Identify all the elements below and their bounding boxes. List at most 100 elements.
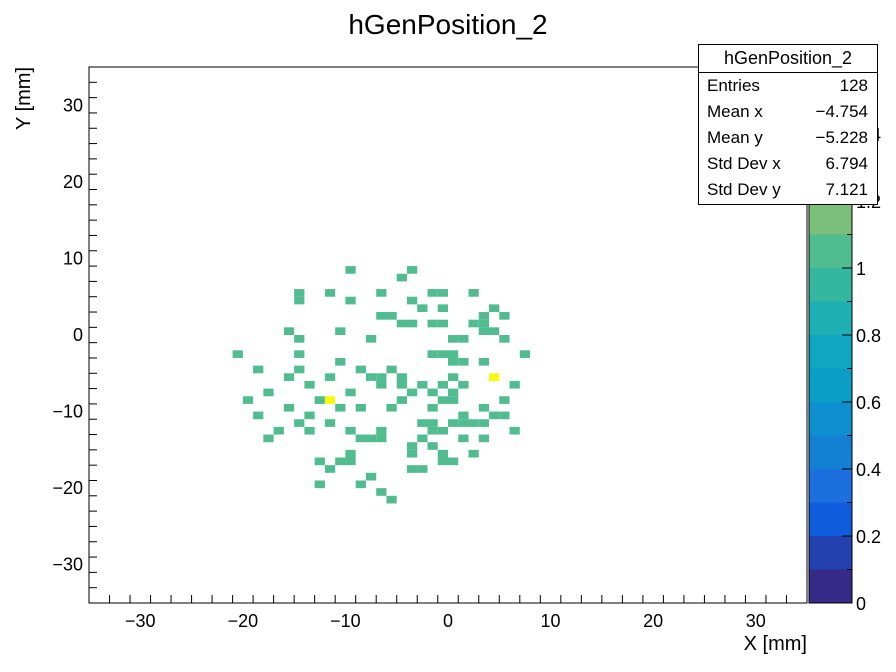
heatmap-cell bbox=[355, 480, 366, 489]
heatmap-cell bbox=[499, 396, 510, 404]
z-tick-label: 1 bbox=[856, 259, 866, 279]
heatmap-cell bbox=[489, 411, 500, 420]
heatmap-cell bbox=[263, 388, 274, 397]
heatmap-cell bbox=[386, 312, 397, 320]
heatmap-cell bbox=[448, 388, 459, 397]
stats-row-std-y: Std Dev y 7.121 bbox=[699, 177, 877, 203]
x-tick-label: 30 bbox=[746, 611, 766, 631]
heatmap-cell bbox=[376, 289, 387, 297]
heatmap-cell bbox=[489, 304, 500, 313]
heatmap-cell bbox=[365, 373, 377, 381]
heatmap-cell bbox=[448, 335, 459, 343]
heatmap-cell bbox=[324, 465, 336, 473]
stats-label: Std Dev x bbox=[707, 154, 781, 173]
heatmap-cell bbox=[304, 426, 315, 435]
color-bar-band bbox=[809, 268, 852, 302]
heatmap-cell bbox=[345, 388, 356, 397]
heatmap-cells bbox=[232, 266, 531, 504]
z-tick-label: 0.8 bbox=[856, 326, 881, 346]
color-bar-band bbox=[809, 402, 852, 436]
heatmap-cell bbox=[406, 266, 418, 274]
heatmap-cell bbox=[499, 411, 510, 420]
color-bar-band bbox=[809, 502, 852, 536]
heatmap-cell bbox=[499, 335, 510, 343]
heatmap-cell bbox=[376, 488, 387, 496]
heatmap-cell bbox=[437, 426, 448, 435]
stats-row-entries: Entries 128 bbox=[699, 73, 877, 99]
heatmap-cell bbox=[427, 350, 438, 358]
heatmap-cell bbox=[437, 396, 448, 404]
heatmap-cell bbox=[448, 419, 459, 427]
heatmap-cell bbox=[345, 449, 356, 458]
heatmap-cell bbox=[468, 449, 479, 458]
heatmap-cell bbox=[396, 380, 407, 389]
stats-box: hGenPosition_2 Entries 128 Mean x −4.754… bbox=[698, 44, 878, 205]
heatmap-cell bbox=[283, 327, 295, 335]
heatmap-cell bbox=[406, 449, 418, 458]
heatmap-cell bbox=[345, 426, 356, 435]
x-tick-label: −10 bbox=[330, 611, 361, 631]
heatmap-cell bbox=[253, 411, 264, 420]
color-bar-band bbox=[809, 569, 852, 603]
stats-value: 6.794 bbox=[825, 154, 868, 173]
heatmap-cell bbox=[335, 403, 346, 412]
heatmap-cell bbox=[478, 403, 490, 412]
heatmap-cell bbox=[294, 365, 305, 374]
heatmap-cell bbox=[376, 380, 387, 389]
heatmap-cell bbox=[355, 434, 366, 443]
stats-label: Mean x bbox=[707, 102, 763, 121]
heatmap-cell bbox=[499, 312, 510, 320]
heatmap-cell bbox=[417, 434, 428, 443]
stats-label: Std Dev y bbox=[707, 180, 781, 199]
heatmap-cell bbox=[324, 419, 336, 427]
x-tick-label: 10 bbox=[541, 611, 561, 631]
heatmap-cell bbox=[283, 403, 295, 412]
heatmap-cell bbox=[437, 449, 448, 458]
y-tick-label: 0 bbox=[73, 325, 83, 345]
heatmap-cell bbox=[242, 396, 254, 404]
heatmap-cell bbox=[304, 411, 315, 420]
y-tick-label: −10 bbox=[52, 402, 83, 422]
heatmap-cell bbox=[468, 419, 479, 427]
heatmap-cell bbox=[376, 312, 387, 320]
heatmap-cell bbox=[437, 289, 448, 297]
heatmap-cell bbox=[406, 296, 418, 305]
heatmap-cell bbox=[335, 457, 346, 466]
heatmap-cell bbox=[376, 373, 387, 381]
heatmap-cell bbox=[396, 319, 407, 328]
heatmap-cell bbox=[478, 357, 490, 366]
heatmap-cell bbox=[406, 442, 418, 450]
heatmap-cell bbox=[304, 380, 315, 389]
heatmap-cell bbox=[294, 296, 305, 305]
color-bar-band bbox=[809, 536, 852, 570]
heatmap-cell bbox=[427, 289, 438, 297]
heatmap-cell bbox=[478, 419, 490, 427]
heatmap-cell bbox=[396, 396, 407, 404]
heatmap-cell bbox=[314, 396, 325, 404]
heatmap-cell bbox=[458, 380, 469, 389]
heatmap-cell bbox=[335, 327, 346, 335]
heatmap-cell bbox=[448, 350, 459, 358]
heatmap-cell bbox=[314, 457, 325, 466]
heatmap-cell bbox=[263, 434, 274, 443]
heatmap-cell bbox=[417, 465, 428, 473]
heatmap-cell bbox=[519, 350, 531, 358]
heatmap-cell bbox=[478, 327, 490, 335]
heatmap-cell bbox=[427, 403, 438, 412]
heatmap-cell bbox=[365, 434, 377, 443]
heatmap-cell bbox=[406, 465, 418, 473]
heatmap-cell bbox=[355, 365, 366, 374]
heatmap-cell bbox=[294, 335, 305, 343]
stats-label: Mean y bbox=[707, 128, 763, 147]
x-axis-label: X [mm] bbox=[744, 633, 807, 655]
heatmap-cell bbox=[253, 365, 264, 374]
heatmap-cell bbox=[468, 319, 479, 328]
heatmap-cell bbox=[324, 396, 336, 404]
y-tick-label: −20 bbox=[52, 478, 83, 498]
z-tick-label: 0.4 bbox=[856, 460, 881, 480]
heatmap-cell bbox=[478, 312, 490, 320]
stats-title: hGenPosition_2 bbox=[699, 45, 877, 73]
chart-title: hGenPosition_2 bbox=[348, 9, 547, 40]
color-bar-band bbox=[809, 301, 852, 335]
